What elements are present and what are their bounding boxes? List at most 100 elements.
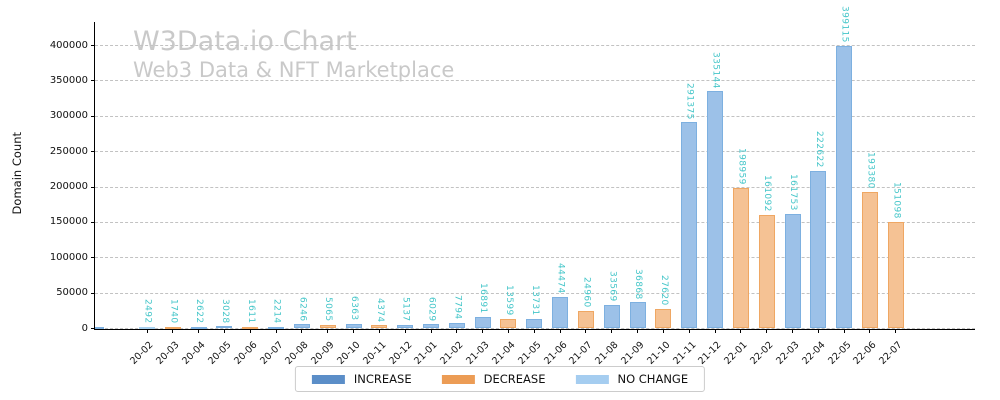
x-tick-label: 21-08 (593, 339, 621, 367)
bar (732, 187, 749, 329)
bar (397, 324, 414, 329)
bar (268, 326, 285, 329)
gridline (95, 257, 975, 259)
y-tick-label: 300000 (49, 110, 88, 122)
bar (293, 324, 310, 329)
y-tick-label: 350000 (49, 74, 88, 86)
bar-value-label: 13599 (503, 285, 514, 316)
bar-value-label: 161753 (788, 174, 798, 212)
bar-value-label: 36868 (633, 268, 644, 300)
x-tick-mark (688, 328, 690, 333)
y-tick-label: 250000 (49, 145, 88, 157)
x-tick-mark (792, 328, 793, 333)
y-tick-mark (90, 328, 95, 329)
x-tick-mark (404, 328, 406, 333)
x-tick-label: 20-12 (386, 339, 415, 367)
x-tick-label: 21-10 (644, 339, 673, 367)
x-tick-mark (482, 328, 484, 333)
x-tick-label: 21-02 (438, 339, 466, 367)
bar-value-label: 7794 (452, 295, 463, 320)
bar-value-label: 44474 (555, 263, 566, 295)
x-tick-label: 20-10 (335, 339, 363, 367)
bar-value-label: 291375 (684, 82, 695, 120)
x-tick-mark (766, 328, 768, 333)
legend-label: INCREASE (353, 372, 412, 386)
y-tick-label: 50000 (56, 287, 88, 299)
gridline (95, 292, 975, 294)
bar (345, 323, 362, 329)
x-tick-label: 22-07 (877, 339, 905, 367)
y-tick-mark (90, 151, 95, 153)
x-tick-label: 21-05 (515, 339, 544, 367)
x-tick-label: 21-12 (696, 339, 724, 367)
bar-value-label: 6363 (349, 296, 360, 321)
bar (216, 326, 233, 329)
legend-swatch-no_change (575, 374, 609, 384)
legend-label: DECREASE (483, 372, 546, 386)
y-tick-label: 200000 (49, 181, 88, 192)
bar-value-label: 161092 (762, 174, 773, 212)
y-tick-label: 400000 (49, 39, 88, 51)
y-tick-mark (90, 45, 95, 46)
bar (448, 322, 465, 329)
bar (784, 214, 801, 329)
bar-value-label: 193380 (865, 151, 876, 189)
bar-value-label: 6029 (426, 296, 437, 322)
y-tick-label: 0 (81, 322, 88, 334)
bar-value-label: 16891 (478, 282, 489, 314)
x-tick-label: 20-07 (257, 339, 285, 367)
x-tick-mark (223, 328, 225, 333)
bar (190, 326, 207, 329)
x-tick-label: 22-05 (825, 339, 854, 367)
bar-value-label: 27620 (658, 275, 669, 306)
y-tick-mark (90, 257, 95, 259)
legend: INCREASE DECREASE NO CHANGE (294, 366, 706, 392)
gridline (95, 115, 975, 117)
x-tick-label: 22-02 (748, 339, 776, 367)
x-tick-label: 22-01 (722, 339, 750, 367)
gridline (95, 221, 975, 223)
bar-value-label: 1740 (168, 299, 179, 324)
x-tick-mark (611, 328, 613, 333)
x-tick-label: 21-09 (619, 339, 647, 367)
bar (603, 304, 620, 329)
bar-value-label: 1611 (245, 299, 256, 324)
bar-value-label: 2214 (271, 299, 282, 324)
chart-title-watermark: W3Data.io Chart (133, 26, 357, 57)
bar-value-label: 2492 (142, 299, 153, 324)
x-tick-mark (456, 328, 458, 333)
x-tick-label: 22-04 (799, 339, 828, 367)
bar (139, 326, 155, 329)
x-tick-mark (714, 328, 716, 333)
x-tick-label: 20-05 (206, 339, 234, 367)
y-tick-mark (90, 186, 95, 188)
bar-value-label: 4374 (374, 297, 385, 323)
x-tick-mark (637, 328, 639, 333)
bar-value-label: 222622 (813, 131, 824, 168)
x-tick-mark (740, 328, 742, 333)
legend-swatch-increase (311, 374, 345, 384)
bar-value-label: 2622 (194, 299, 205, 324)
x-tick-label: 21-07 (567, 339, 595, 367)
bar-partial-left (95, 326, 104, 329)
x-tick-mark (585, 328, 587, 333)
x-tick-mark (507, 328, 509, 333)
x-tick-mark (869, 328, 871, 333)
x-tick-mark (662, 328, 664, 333)
legend-item-increase: INCREASE (311, 372, 412, 386)
y-tick-mark (90, 80, 95, 82)
x-tick-mark (301, 328, 303, 333)
bar (371, 325, 388, 329)
x-tick-mark (198, 328, 200, 333)
legend-item-decrease: DECREASE (441, 372, 546, 386)
bar (577, 310, 594, 329)
bar-value-label: 24960 (581, 277, 592, 308)
bar-value-label: 13731 (529, 285, 540, 316)
x-tick-label: 22-03 (774, 339, 802, 367)
bar (423, 324, 440, 329)
x-tick-label: 20-03 (154, 339, 182, 367)
gridline (95, 80, 975, 82)
gridline (95, 151, 975, 153)
x-tick-label: 21-11 (670, 339, 699, 367)
